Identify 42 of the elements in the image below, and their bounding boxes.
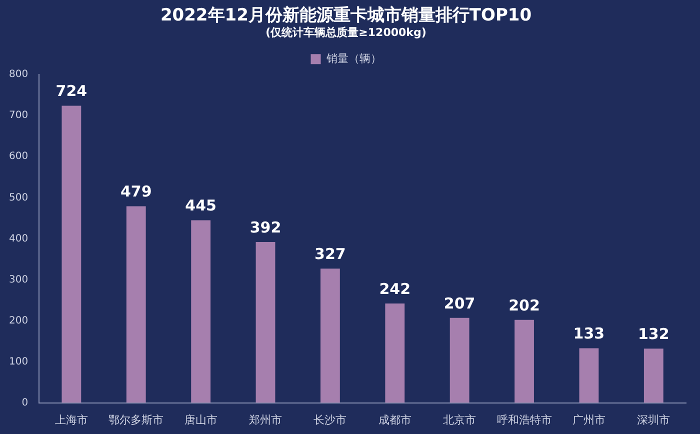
data-label: 242 — [379, 280, 411, 298]
x-tick-label: 呼和浩特市 — [496, 413, 552, 426]
bar — [62, 106, 82, 403]
legend-label: 销量（辆） — [325, 52, 382, 65]
bar — [320, 268, 340, 403]
data-label: 133 — [573, 324, 605, 343]
bar — [579, 348, 599, 403]
bar — [126, 206, 146, 403]
x-tick-label: 成都市 — [378, 413, 412, 426]
bar — [191, 220, 211, 403]
y-tick-label: 700 — [8, 110, 28, 122]
data-label: 202 — [508, 296, 540, 314]
chart-subtitle: (仅统计车辆总质量≥12000kg) — [266, 26, 426, 39]
y-tick-label: 100 — [8, 356, 28, 368]
y-tick-label: 0 — [22, 397, 28, 408]
bar — [514, 320, 534, 403]
data-label: 479 — [120, 182, 152, 201]
y-tick-label: 300 — [8, 274, 28, 286]
x-tick-label: 郑州市 — [249, 413, 282, 426]
bar — [450, 318, 470, 403]
chart-title: 2022年12月份新能源重卡城市销量排行TOP10 — [160, 6, 532, 26]
x-tick-label: 上海市 — [54, 413, 88, 426]
data-label: 445 — [185, 196, 216, 215]
x-tick-label: 鄂尔多斯市 — [108, 413, 164, 426]
bar — [385, 304, 405, 403]
x-tick-label: 长沙市 — [314, 413, 347, 426]
bar — [644, 348, 664, 403]
y-tick-label: 600 — [8, 151, 28, 162]
y-tick-label: 500 — [8, 192, 28, 204]
data-label: 207 — [444, 294, 476, 312]
data-label: 392 — [250, 218, 282, 236]
y-tick-label: 400 — [8, 233, 28, 244]
y-tick-label: 200 — [8, 315, 28, 326]
data-label: 132 — [638, 325, 670, 344]
x-tick-label: 北京市 — [443, 413, 476, 426]
bar — [256, 242, 276, 403]
x-tick-label: 广州市 — [572, 413, 606, 426]
x-tick-label: 唐山市 — [184, 413, 218, 426]
x-tick-label: 深圳市 — [637, 413, 670, 426]
data-label: 724 — [56, 82, 88, 100]
y-tick-label: 800 — [8, 69, 28, 80]
data-label: 327 — [314, 245, 346, 264]
